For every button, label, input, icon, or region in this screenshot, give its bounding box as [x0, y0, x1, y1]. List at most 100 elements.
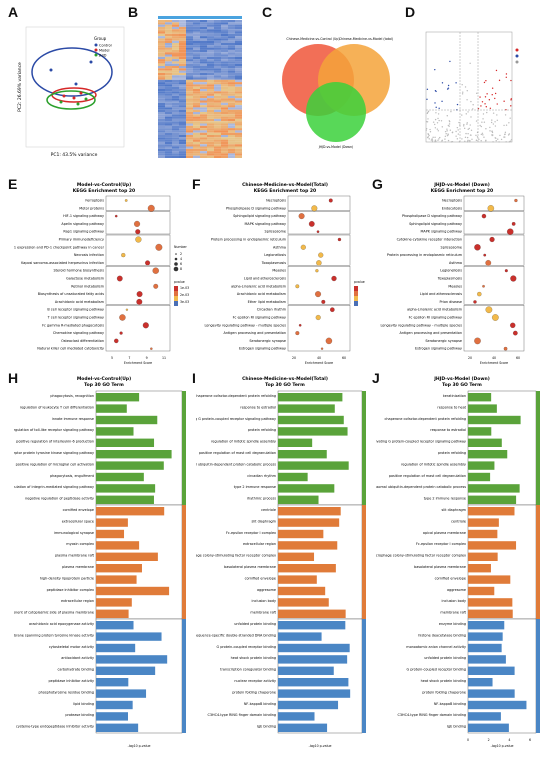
heatmap-cell: [179, 38, 186, 41]
heatmap-cell: [221, 132, 228, 135]
heatmap-cell: [158, 63, 165, 66]
heatmap-cell: [165, 135, 172, 138]
volcano-point: [429, 131, 432, 133]
kegg-chart-g: JHJD-vs-Model (Down)KEGG Enrichment top …: [380, 182, 525, 365]
go-bar: [278, 723, 328, 732]
kegg-bubble: [473, 300, 477, 304]
volcano-point: [449, 120, 451, 123]
heatmap-cell: [228, 47, 235, 50]
heatmap-cell: [179, 75, 186, 78]
heatmap-cell: [235, 29, 242, 32]
go-bar: [468, 495, 517, 504]
volcano-point: [505, 109, 507, 111]
x-axis-label: -log10 p-value: [128, 744, 151, 748]
go-bar: [96, 552, 158, 561]
heatmap-cell: [235, 107, 242, 110]
volcano-point: [455, 82, 457, 84]
kegg-bubble: [116, 275, 123, 282]
heatmap-cell: [221, 100, 228, 103]
heatmap-cell: [214, 22, 221, 25]
go-bar: [278, 712, 315, 721]
heatmap-cell: [235, 89, 242, 92]
heatmap-cell: [186, 68, 193, 71]
kegg-bubble: [145, 260, 151, 266]
heatmap-cell: [179, 128, 186, 131]
x-tick-label: 6: [529, 738, 531, 742]
heatmap-cell: [172, 33, 179, 37]
heatmap-cell: [228, 33, 235, 37]
heatmap-cell: [165, 61, 172, 64]
heatmap-cell: [193, 130, 200, 133]
heatmap-cell: [200, 68, 207, 71]
heatmap-cell: [200, 95, 207, 99]
heatmap-cell: [221, 95, 228, 99]
x-tick-label: 5: [111, 356, 113, 360]
heatmap-cell: [235, 45, 242, 48]
volcano-point: [457, 133, 460, 135]
volcano-point: [435, 140, 437, 143]
heatmap-cell: [228, 112, 235, 115]
kegg-bubble: [153, 283, 159, 289]
heatmap-cell: [214, 49, 221, 53]
heatmap-cell: [172, 93, 179, 96]
go-term-label: positive regulation of proteasomal ubiqu…: [376, 485, 466, 489]
heatmap-cell: [214, 153, 221, 156]
x-tick-label: 40: [492, 356, 496, 360]
heatmap-cell: [228, 139, 235, 142]
volcano-point: [434, 123, 436, 126]
heatmap-cell: [200, 98, 207, 101]
go-term-label: protein refolding: [248, 428, 276, 432]
color-legend-swatch: [354, 291, 358, 296]
heatmap-cell: [165, 68, 172, 71]
volcano-point: [464, 140, 466, 143]
heatmap-cell: [200, 112, 207, 115]
heatmap-cell: [179, 121, 186, 124]
heatmap-cell: [228, 116, 235, 119]
heatmap-cell: [172, 132, 179, 135]
heatmap-cell: [221, 33, 228, 37]
heatmap-cell: [172, 29, 179, 32]
heatmap-cell: [221, 29, 228, 32]
heatmap-cell: [179, 91, 186, 94]
heatmap-cell: [193, 132, 200, 135]
heatmap-cell: [193, 121, 200, 124]
heatmap-cell: [207, 82, 214, 85]
volcano-point: [431, 138, 433, 140]
volcano-point: [426, 121, 429, 123]
go-bar: [96, 575, 137, 584]
heatmap-cell: [228, 114, 235, 117]
size-legend-label: 8: [180, 267, 182, 271]
heatmap-cell: [193, 125, 200, 129]
panel-label-e: E: [8, 176, 18, 192]
go-bar: [96, 586, 170, 596]
volcano-point: [503, 124, 505, 127]
heatmap-cell: [235, 66, 242, 69]
heatmap-cell: [207, 72, 214, 76]
heatmap-cell: [207, 105, 214, 108]
heatmap-cell: [228, 132, 235, 135]
go-term-label: non-membrane spanning protein tyrosine k…: [14, 633, 94, 637]
volcano-point: [447, 87, 450, 89]
heatmap-cell: [193, 59, 200, 62]
go-term-label: centriole: [451, 519, 466, 523]
heatmap-cell: [179, 79, 186, 83]
go-bar: [468, 472, 491, 482]
heatmap-cell: [214, 135, 221, 138]
heatmap-cell: [214, 132, 221, 135]
heatmap-cell: [214, 141, 221, 145]
kegg-term-label: Fc epsilon RI signaling pathway: [409, 316, 462, 320]
heatmap-cell: [214, 56, 221, 60]
heatmap-cell: [186, 75, 193, 78]
heatmap-cell: [207, 146, 214, 149]
heatmap-cell: [193, 79, 200, 83]
volcano-point: [463, 125, 465, 127]
heatmap-cell: [200, 100, 207, 103]
go-term-label: histone deacetylase binding: [418, 633, 466, 637]
heatmap-cell: [207, 135, 214, 138]
heatmap-cell: [200, 128, 207, 131]
heatmap-cell: [172, 36, 179, 39]
volcano-point: [435, 112, 437, 114]
volcano-point: [481, 121, 483, 123]
heatmap-cell: [221, 84, 228, 87]
heatmap-cell: [200, 116, 207, 119]
